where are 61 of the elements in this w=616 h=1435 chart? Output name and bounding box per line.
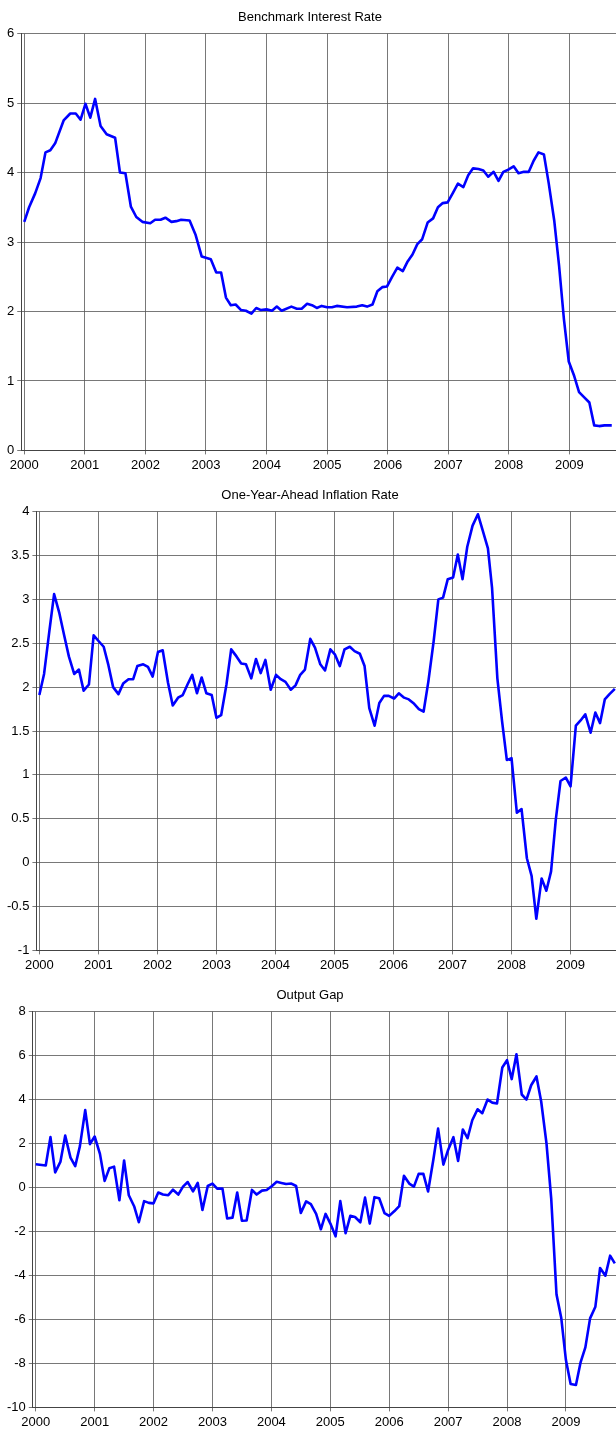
x-tick-label: 2000 xyxy=(9,456,39,472)
x-tick-label: 2003 xyxy=(191,456,221,472)
chart-title: Output Gap xyxy=(276,987,344,1003)
y-tick-label: 5 xyxy=(7,94,15,110)
x-tick-label: 2005 xyxy=(312,456,342,472)
x-tick-label: 2009 xyxy=(556,956,586,972)
x-tick-label: 2001 xyxy=(83,956,113,972)
y-tick-label: 2.5 xyxy=(11,634,30,650)
y-tick-label: 0.5 xyxy=(11,810,30,826)
x-tick-label: 2002 xyxy=(142,956,172,972)
y-tick-label: 2 xyxy=(18,1135,26,1151)
x-tick-label: 2009 xyxy=(551,1413,581,1429)
y-tick-label: -6 xyxy=(14,1311,26,1327)
y-tick-label: 4 xyxy=(7,164,15,180)
x-tick-label: 2007 xyxy=(433,456,463,472)
x-tick-label: 2005 xyxy=(315,1413,345,1429)
x-tick-label: 2004 xyxy=(252,456,281,472)
y-tick-label: 3.5 xyxy=(11,547,30,563)
y-tick-label: 1 xyxy=(7,372,15,388)
x-tick-label: 2000 xyxy=(24,956,54,972)
y-tick-label: 3 xyxy=(22,590,30,606)
x-tick-label: 2003 xyxy=(198,1413,227,1429)
chart-title: One-Year-Ahead Inflation Rate xyxy=(221,487,399,503)
x-tick-label: 2000 xyxy=(21,1413,51,1429)
y-tick-label: 4 xyxy=(18,1091,26,1107)
y-tick-label: -1 xyxy=(17,941,30,957)
x-tick-label: 2003 xyxy=(201,956,231,972)
x-tick-label: 2007 xyxy=(438,956,467,972)
chart-title: Benchmark Interest Rate xyxy=(238,9,382,25)
y-tick-label: 2 xyxy=(22,678,30,694)
y-tick-label: -0.5 xyxy=(6,898,30,914)
x-tick-label: 2007 xyxy=(433,1413,463,1429)
x-tick-label: 2002 xyxy=(130,456,160,472)
y-tick-label: 4 xyxy=(22,503,30,519)
x-tick-label: 2006 xyxy=(379,956,408,972)
x-tick-label: 2006 xyxy=(373,456,403,472)
x-tick-label: 2008 xyxy=(497,956,526,972)
y-tick-label: 2 xyxy=(7,303,15,319)
x-tick-label: 2001 xyxy=(70,456,100,472)
y-tick-label: 1 xyxy=(22,766,30,782)
y-tick-label: 0 xyxy=(22,854,30,870)
x-tick-label: 2004 xyxy=(256,1413,286,1429)
y-tick-label: -10 xyxy=(6,1398,26,1414)
x-tick-label: 2008 xyxy=(492,1413,522,1429)
x-tick-label: 2004 xyxy=(260,956,290,972)
y-tick-label: 3 xyxy=(7,233,15,249)
y-tick-label: 1.5 xyxy=(11,722,30,738)
y-tick-label: -4 xyxy=(14,1267,26,1283)
y-tick-label: -2 xyxy=(14,1223,26,1239)
y-tick-label: -8 xyxy=(14,1355,26,1370)
x-tick-label: 2009 xyxy=(554,456,584,472)
x-tick-label: 2006 xyxy=(374,1413,404,1429)
x-tick-label: 2002 xyxy=(139,1413,169,1429)
x-tick-label: 2005 xyxy=(320,956,349,972)
y-tick-label: 6 xyxy=(18,1047,26,1063)
y-tick-label: 6 xyxy=(7,25,15,41)
y-tick-label: 8 xyxy=(18,1003,26,1019)
y-tick-label: 0 xyxy=(7,441,15,457)
x-tick-label: 2001 xyxy=(80,1413,110,1429)
y-tick-label: 0 xyxy=(18,1179,26,1195)
x-tick-label: 2008 xyxy=(494,456,524,472)
